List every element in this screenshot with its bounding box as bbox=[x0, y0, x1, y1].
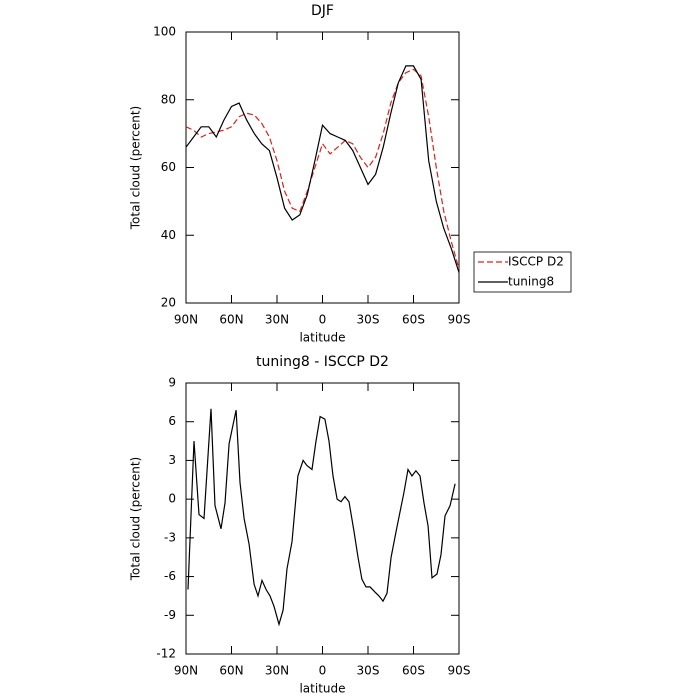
y-tick-label: 20 bbox=[161, 296, 176, 310]
x-tick-label: 60S bbox=[402, 313, 425, 327]
y-tick-label: -3 bbox=[164, 530, 176, 544]
x-tick-label: 30S bbox=[357, 664, 380, 678]
x-tick-label: 90N bbox=[174, 664, 198, 678]
data-line bbox=[185, 65, 460, 273]
legend-label: tuning8 bbox=[508, 275, 554, 289]
y-tick-label: 100 bbox=[153, 25, 176, 39]
y-tick-label: 40 bbox=[161, 228, 176, 242]
y-tick-label: 9 bbox=[168, 376, 176, 390]
data-line bbox=[185, 68, 460, 270]
legend-box bbox=[473, 251, 572, 293]
y-tick-label: 6 bbox=[168, 414, 176, 428]
x-tick-label: 0 bbox=[319, 664, 327, 678]
y-tick-label: 60 bbox=[161, 160, 176, 174]
chart-title: DJF bbox=[311, 3, 334, 19]
x-tick-label: 30N bbox=[265, 313, 289, 327]
y-tick-label: -12 bbox=[156, 647, 176, 661]
x-tick-label: 90N bbox=[174, 313, 198, 327]
y-axis-label: Total cloud (percent) bbox=[129, 457, 143, 581]
plot-frame bbox=[185, 31, 460, 304]
x-axis-label: latitude bbox=[299, 682, 345, 696]
y-tick-label: 80 bbox=[161, 92, 176, 106]
x-tick-label: 60N bbox=[219, 313, 243, 327]
data-line bbox=[187, 408, 456, 627]
x-tick-label: 30N bbox=[265, 664, 289, 678]
x-tick-label: 60N bbox=[219, 664, 243, 678]
chart-title: tuning8 - ISCCP D2 bbox=[256, 354, 389, 370]
x-tick-label: 60S bbox=[402, 664, 425, 678]
x-tick-label: 0 bbox=[319, 313, 327, 327]
legend-label: ISCCP D2 bbox=[508, 255, 564, 269]
x-tick-label: 90S bbox=[448, 313, 471, 327]
y-axis-label: Total cloud (percent) bbox=[129, 106, 143, 230]
y-tick-label: -9 bbox=[164, 608, 176, 622]
y-tick-label: 0 bbox=[168, 492, 176, 506]
y-tick-label: -6 bbox=[164, 569, 176, 583]
plot-frame bbox=[185, 382, 460, 655]
x-tick-label: 90S bbox=[448, 664, 471, 678]
x-axis-label: latitude bbox=[299, 331, 345, 345]
x-tick-label: 30S bbox=[357, 313, 380, 327]
y-tick-label: 3 bbox=[168, 453, 176, 467]
